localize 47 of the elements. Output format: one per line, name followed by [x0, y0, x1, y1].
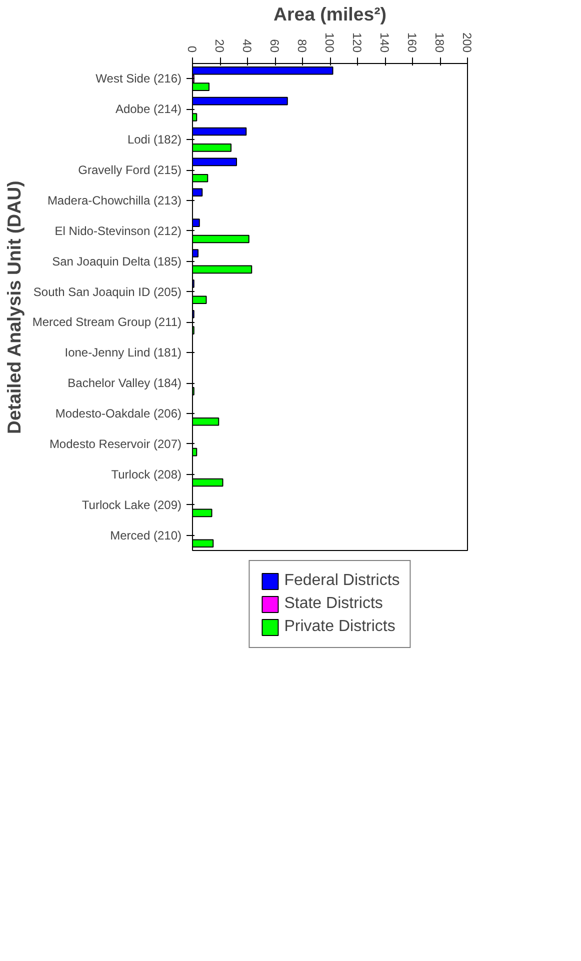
- x-tick-label: 180: [432, 32, 446, 53]
- x-tick-label: 160: [405, 32, 419, 53]
- x-tick-label: 20: [212, 39, 226, 53]
- y-axis-title: Detailed Analysis Unit (DAU): [3, 180, 24, 434]
- bar: [192, 539, 214, 548]
- y-tick-label: West Side (216): [96, 72, 182, 86]
- bar: [192, 158, 237, 166]
- legend-label: Private Districts: [284, 618, 396, 636]
- y-tick-label: Turlock (208): [111, 467, 182, 482]
- y-tick-label: El Nido-Stevinson (212): [54, 224, 182, 238]
- bar: [192, 508, 212, 518]
- y-tick-label: Modesto-Oakdale (206): [55, 406, 182, 421]
- bar: [192, 144, 232, 152]
- bar: [192, 218, 200, 227]
- legend-label: State Districts: [284, 595, 383, 613]
- y-tick-label: Adobe (214): [115, 102, 182, 116]
- bar: [192, 188, 203, 197]
- bar: [192, 249, 198, 258]
- y-tick-label: Lodi (182): [127, 132, 182, 147]
- y-tick-label: San Joaquin Delta (185): [52, 254, 182, 268]
- y-tick-label: Merced Stream Group (211): [32, 315, 182, 330]
- y-tick-label: Madera-Chowchilla (213): [47, 193, 182, 208]
- bar: [192, 296, 207, 304]
- y-tick-label: Modesto Reservoir (207): [49, 436, 182, 451]
- x-tick-label: 200: [460, 32, 474, 53]
- y-tick-label: Bachelor Valley (184): [68, 376, 182, 390]
- x-tick-label: 140: [378, 32, 392, 53]
- bar: [192, 174, 208, 182]
- bar: [192, 417, 220, 426]
- x-axis-title: Area (miles²): [273, 3, 387, 24]
- x-tick-label: 60: [268, 39, 282, 53]
- y-tick-label: Merced (210): [110, 528, 182, 542]
- y-tick-label: Turlock Lake (209): [82, 498, 182, 512]
- y-tick-label: Ione-Jenny Lind (181): [64, 346, 182, 360]
- y-tick-label: Gravelly Ford (215): [78, 163, 182, 178]
- bar: [192, 234, 250, 244]
- bar: [192, 127, 247, 136]
- x-tick-label: 0: [185, 46, 199, 53]
- x-tick-label: 80: [295, 39, 309, 53]
- x-tick-label: 40: [240, 39, 254, 53]
- bar: [192, 265, 252, 274]
- x-tick-label: 120: [350, 32, 364, 53]
- y-tick-label: South San Joaquin ID (205): [33, 284, 182, 299]
- bar: [192, 478, 224, 487]
- bar: [192, 96, 288, 106]
- x-tick-label: 100: [322, 32, 336, 53]
- legend-label: Federal Districts: [284, 572, 400, 590]
